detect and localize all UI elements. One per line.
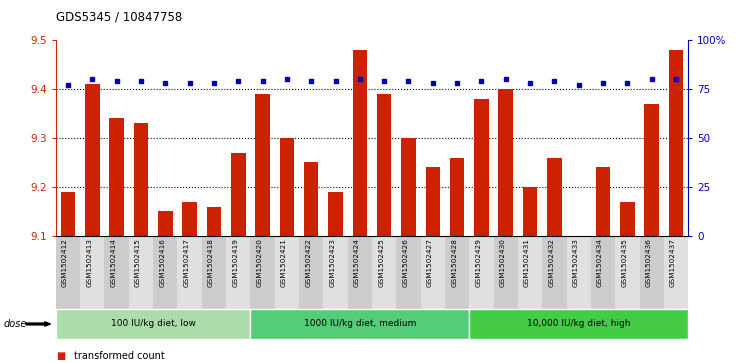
- Bar: [401, 138, 416, 236]
- Text: GSM1502420: GSM1502420: [257, 238, 263, 287]
- Bar: [158, 211, 173, 236]
- Text: GSM1502414: GSM1502414: [111, 238, 117, 287]
- Text: GDS5345 / 10847758: GDS5345 / 10847758: [56, 11, 182, 24]
- Text: GSM1502416: GSM1502416: [159, 238, 165, 287]
- Bar: [450, 158, 464, 236]
- Text: 10,000 IU/kg diet, high: 10,000 IU/kg diet, high: [527, 319, 630, 329]
- Bar: [498, 89, 513, 236]
- Bar: [523, 187, 537, 236]
- Bar: [474, 99, 489, 236]
- Bar: [85, 84, 100, 236]
- Text: GSM1502431: GSM1502431: [524, 238, 530, 287]
- Text: GSM1502421: GSM1502421: [281, 238, 287, 287]
- Text: GSM1502433: GSM1502433: [573, 238, 579, 287]
- Bar: [304, 162, 318, 236]
- Bar: [207, 207, 221, 236]
- Text: GSM1502417: GSM1502417: [184, 238, 190, 287]
- Text: GSM1502437: GSM1502437: [670, 238, 676, 287]
- Bar: [109, 118, 124, 236]
- Text: GSM1502418: GSM1502418: [208, 238, 214, 287]
- Bar: [620, 201, 635, 236]
- Text: GSM1502428: GSM1502428: [451, 238, 457, 287]
- Bar: [377, 94, 391, 236]
- Text: transformed count: transformed count: [74, 351, 165, 361]
- Text: GSM1502415: GSM1502415: [135, 238, 141, 287]
- Bar: [328, 192, 343, 236]
- Text: GSM1502423: GSM1502423: [330, 238, 336, 287]
- Bar: [644, 104, 659, 236]
- Text: GSM1502427: GSM1502427: [427, 238, 433, 287]
- Text: GSM1502436: GSM1502436: [646, 238, 652, 287]
- Bar: [426, 167, 440, 236]
- Text: GSM1502432: GSM1502432: [548, 238, 554, 287]
- Text: dose: dose: [4, 319, 27, 329]
- Bar: [182, 201, 197, 236]
- Text: GSM1502412: GSM1502412: [62, 238, 68, 287]
- Text: GSM1502434: GSM1502434: [597, 238, 603, 287]
- Bar: [134, 123, 148, 236]
- Text: GSM1502426: GSM1502426: [403, 238, 408, 287]
- Bar: [61, 192, 75, 236]
- Text: ■: ■: [56, 351, 65, 361]
- Text: GSM1502429: GSM1502429: [475, 238, 481, 287]
- Text: GSM1502430: GSM1502430: [500, 238, 506, 287]
- Text: GSM1502435: GSM1502435: [621, 238, 627, 287]
- Text: GSM1502422: GSM1502422: [305, 238, 311, 287]
- Bar: [353, 50, 367, 236]
- Bar: [231, 152, 246, 236]
- Text: 100 IU/kg diet, low: 100 IU/kg diet, low: [111, 319, 196, 329]
- Bar: [280, 138, 294, 236]
- Text: GSM1502424: GSM1502424: [354, 238, 360, 287]
- Text: GSM1502413: GSM1502413: [86, 238, 92, 287]
- Bar: [547, 158, 562, 236]
- Text: GSM1502419: GSM1502419: [232, 238, 238, 287]
- Text: 1000 IU/kg diet, medium: 1000 IU/kg diet, medium: [304, 319, 416, 329]
- Bar: [669, 50, 683, 236]
- Text: GSM1502425: GSM1502425: [378, 238, 384, 287]
- Bar: [596, 167, 610, 236]
- Bar: [255, 94, 270, 236]
